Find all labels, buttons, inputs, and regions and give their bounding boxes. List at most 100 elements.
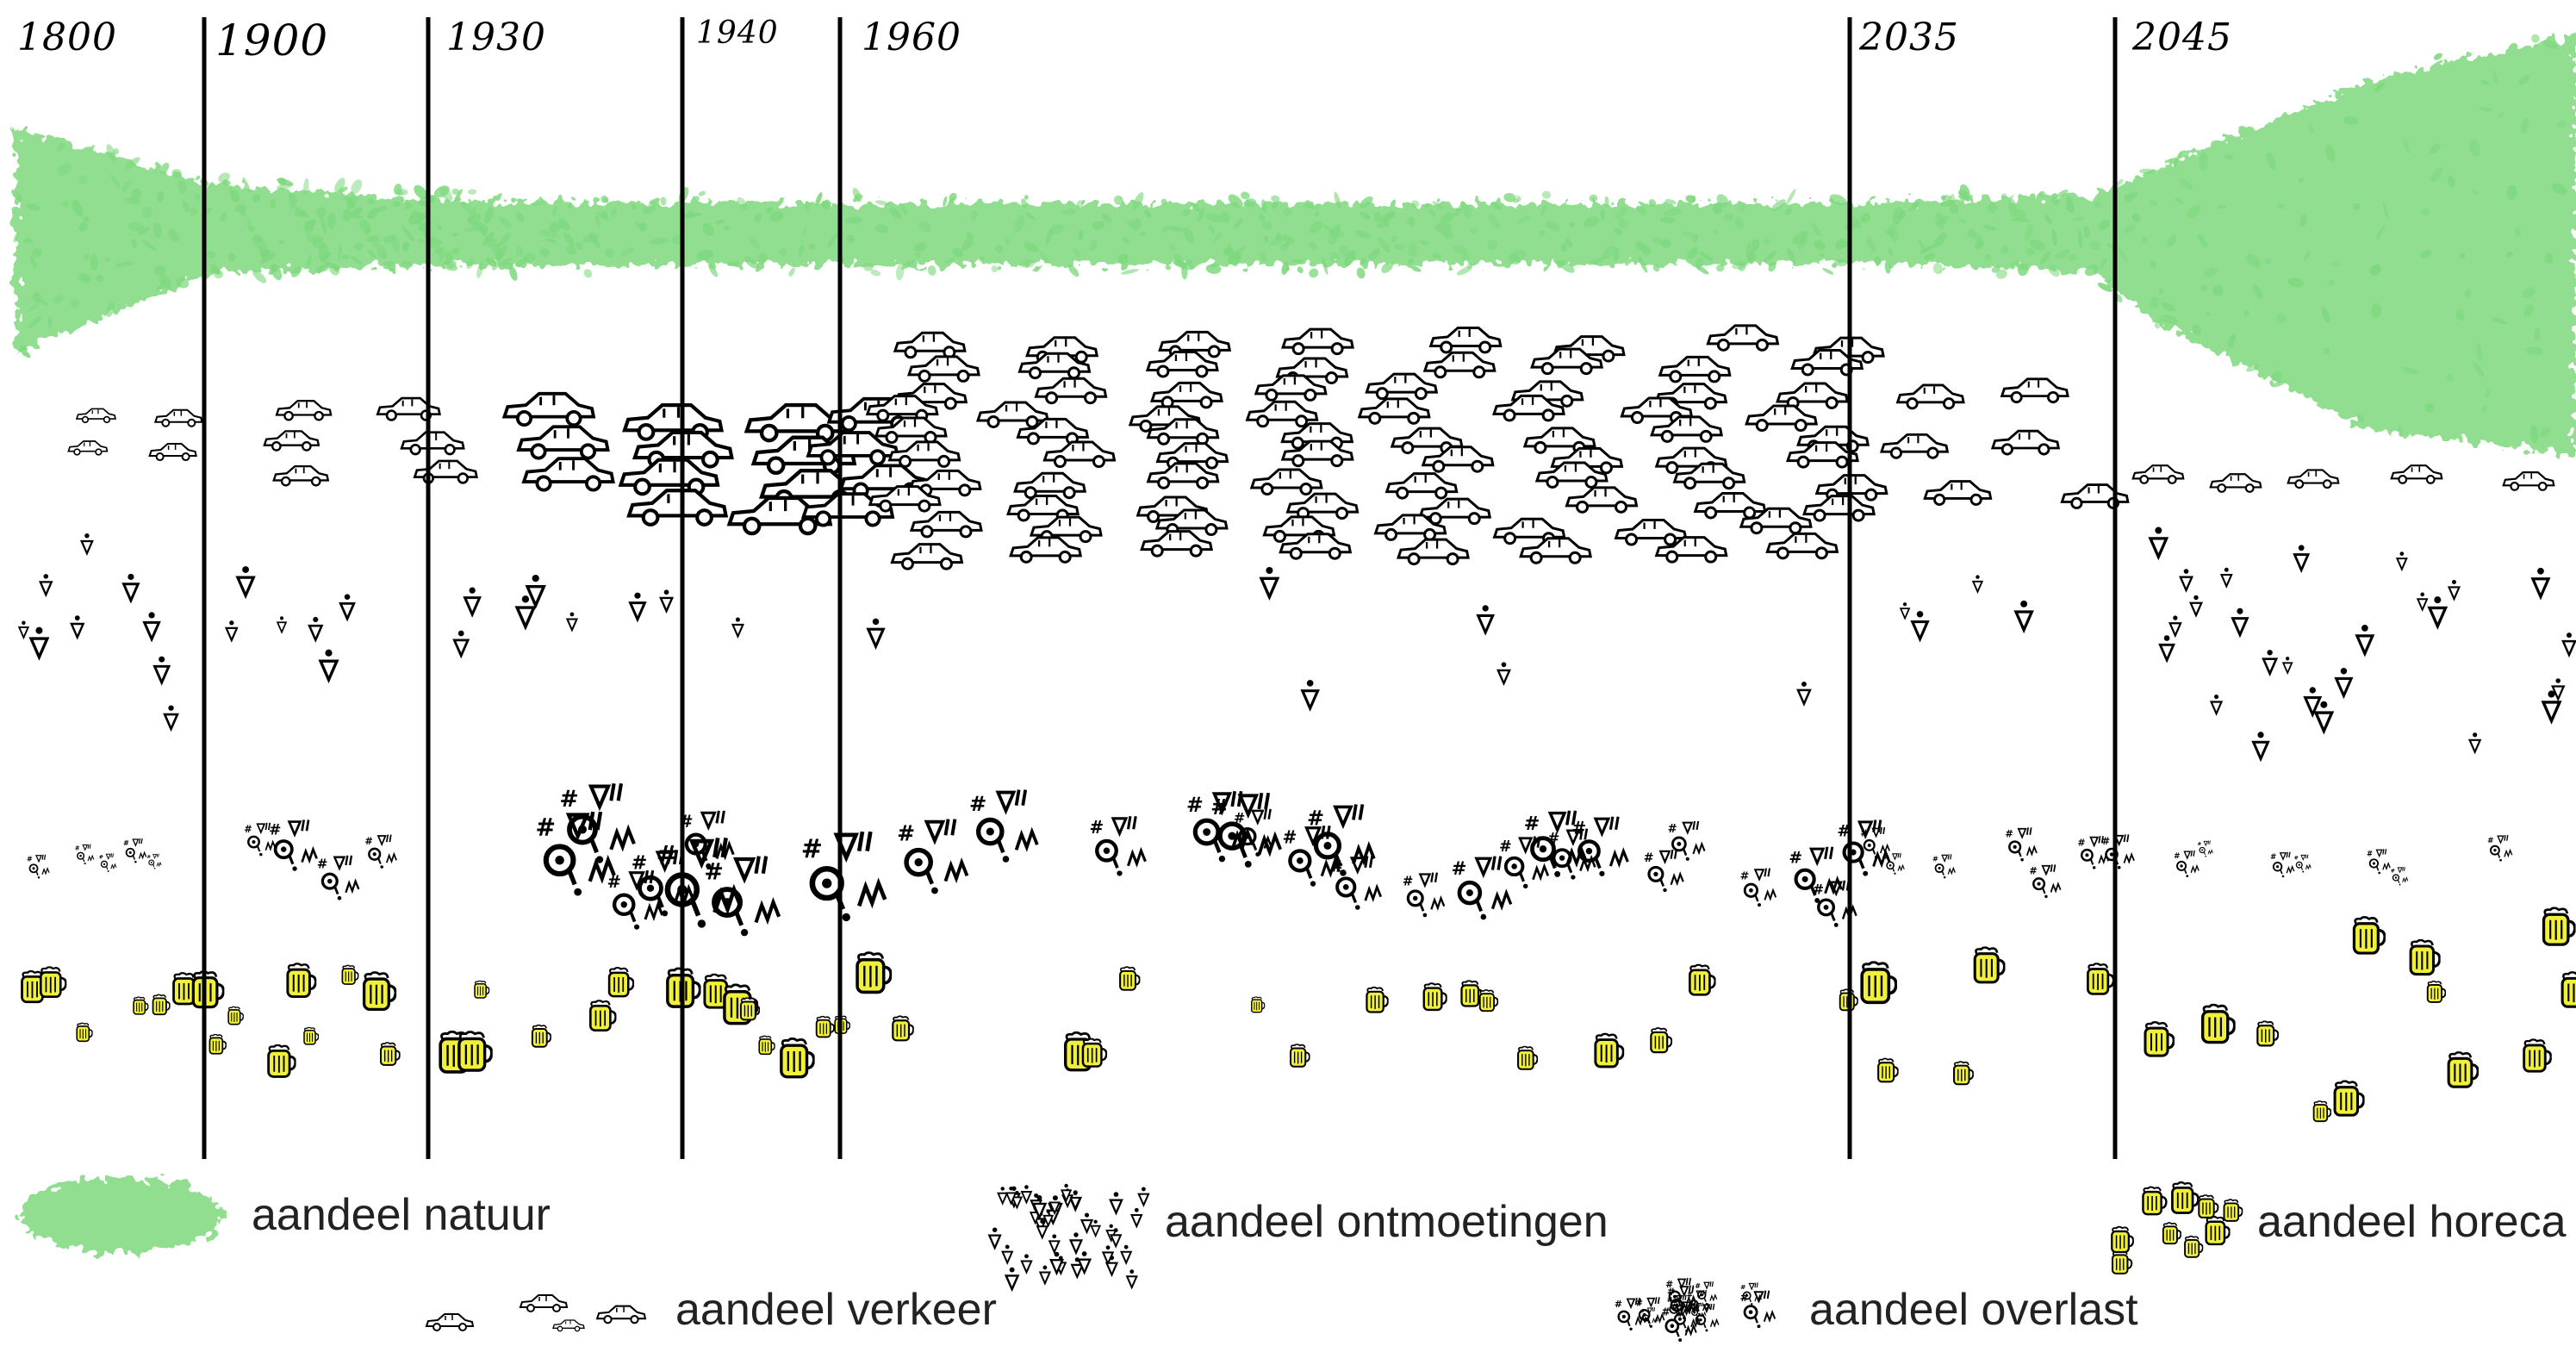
beer-mug-icon — [856, 951, 893, 994]
beer-mug-icon — [1953, 1061, 1974, 1086]
leaf-icon — [1309, 268, 1319, 278]
leaf-icon — [566, 246, 577, 255]
leaf-icon — [1308, 241, 1317, 250]
leaf-icon — [532, 201, 545, 207]
car-icon — [1035, 377, 1108, 405]
beer-mug-icon — [341, 964, 359, 985]
leaf-icon — [1687, 246, 1698, 259]
leaf-icon — [1131, 218, 1142, 231]
leaf-icon — [1940, 199, 1955, 207]
leaf-icon — [874, 200, 890, 206]
leaf-icon — [1540, 203, 1547, 216]
leaf-icon — [949, 192, 957, 202]
curse-symbol-icon — [1401, 870, 1446, 918]
legend-natuur-icon — [19, 1177, 222, 1253]
leaf-icon — [57, 143, 65, 152]
leaf-icon — [1784, 208, 1793, 215]
person-icon — [2355, 623, 2374, 656]
legend-car-icon — [552, 1319, 585, 1332]
leaf-icon — [2331, 260, 2341, 268]
beer-mug-icon — [1119, 966, 1141, 991]
leaf-icon — [1038, 251, 1049, 264]
beer-mug-icon — [1650, 1027, 1672, 1054]
leaf-icon — [2012, 217, 2030, 222]
leaf-icon — [2327, 279, 2335, 286]
leaf-icon — [788, 267, 795, 277]
leaf-icon — [1912, 202, 1919, 209]
leaf-icon — [621, 246, 634, 256]
year-label-1930: 1930 — [446, 16, 546, 59]
leaf-icon — [1933, 233, 1947, 248]
car-icon — [1042, 440, 1116, 469]
leaf-icon — [124, 157, 140, 170]
person-icon — [277, 615, 287, 633]
leaf-icon — [1860, 212, 1871, 223]
leaf-icon — [1360, 259, 1366, 265]
leaf-icon — [2448, 175, 2455, 187]
leaf-icon — [342, 209, 352, 221]
person-icon — [2220, 566, 2233, 588]
car-icon — [1358, 397, 1431, 425]
leaf-icon — [152, 221, 162, 239]
leaf-icon — [737, 196, 748, 210]
leaf-icon — [1982, 225, 1997, 231]
leaf-icon — [961, 236, 974, 251]
leaf-icon — [159, 275, 172, 290]
leaf-icon — [576, 241, 583, 250]
curse-symbol-icon — [74, 843, 95, 865]
leaf-icon — [2224, 153, 2233, 160]
person-icon — [2149, 526, 2168, 558]
leaf-icon — [1205, 213, 1223, 223]
leaf-icon — [1407, 258, 1414, 265]
leaf-icon — [367, 197, 375, 205]
legend-natuur-label: aandeel natuur — [252, 1190, 551, 1240]
leaf-icon — [804, 201, 811, 212]
leaf-icon — [1185, 259, 1193, 267]
car-icon — [2000, 377, 2069, 404]
leaf-icon — [121, 179, 133, 192]
legend-beer-mug-icon — [2170, 1181, 2200, 1214]
leaf-icon — [1067, 265, 1080, 277]
leaf-icon — [476, 261, 484, 278]
leaf-icon — [2072, 216, 2085, 221]
leaf-icon — [2192, 324, 2202, 336]
leaf-icon — [1408, 242, 1418, 258]
leaf-icon — [1329, 251, 1340, 262]
leaf-icon — [2078, 229, 2082, 249]
legend-person-icon — [1120, 1243, 1132, 1264]
leaf-icon — [1360, 196, 1373, 209]
leaf-icon — [1556, 259, 1563, 269]
leaf-icon — [2299, 214, 2307, 227]
leaf-icon — [1786, 189, 1796, 204]
leaf-icon — [2069, 253, 2077, 262]
leaf-icon — [1640, 244, 1652, 256]
leaf-icon — [499, 216, 511, 229]
leaf-icon — [61, 163, 72, 174]
leaf-icon — [131, 239, 137, 249]
leaf-icon — [1356, 267, 1366, 279]
leaf-icon — [1664, 198, 1677, 205]
person-icon — [1496, 661, 1511, 685]
leaf-icon — [2353, 203, 2361, 211]
leaf-icon — [2158, 288, 2164, 295]
leaf-icon — [2124, 194, 2132, 203]
beer-mug-icon — [2447, 1051, 2480, 1088]
car-icon — [1397, 538, 1470, 566]
beer-mug-icon — [2256, 1020, 2279, 1047]
beer-mug-icon — [152, 994, 171, 1016]
leaf-icon — [2343, 116, 2359, 125]
curse-symbol-icon — [315, 854, 360, 901]
leaf-icon — [1117, 253, 1129, 265]
person-icon — [2335, 666, 2353, 697]
leaf-icon — [1440, 212, 1455, 224]
leaf-icon — [523, 252, 537, 263]
leaf-icon — [2116, 178, 2124, 187]
leaf-icon — [2187, 204, 2201, 218]
curse-symbol-icon — [2028, 863, 2062, 899]
leaf-icon — [696, 249, 713, 261]
leaf-icon — [991, 265, 999, 273]
leaf-icon — [2476, 343, 2483, 363]
leaf-icon — [1383, 215, 1389, 227]
leaf-icon — [106, 144, 117, 162]
